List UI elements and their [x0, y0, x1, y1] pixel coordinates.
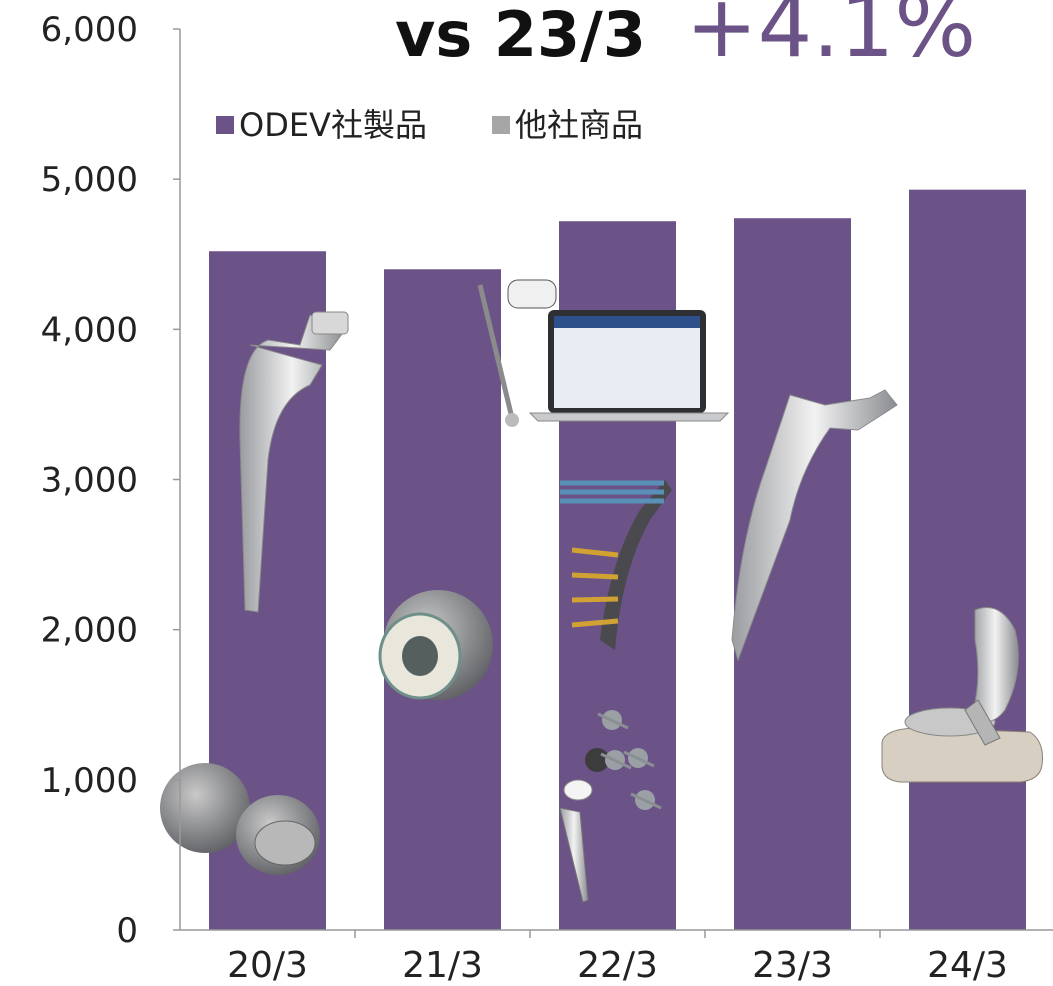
x-tick-label: 20/3 — [227, 945, 308, 986]
y-tick-label: 3,000 — [41, 461, 138, 501]
x-tick-label: 21/3 — [402, 945, 483, 986]
bar-24-3 — [909, 189, 1026, 930]
headline-change: +4.1% — [686, 0, 977, 77]
y-tick-label: 5,000 — [41, 160, 138, 200]
y-tick-label: 2,000 — [41, 611, 138, 651]
y-tick-label: 6,000 — [41, 10, 138, 50]
y-tick-label: 4,000 — [41, 310, 138, 350]
ceramic-head-image — [378, 590, 493, 700]
x-tick-label: 24/3 — [927, 945, 1008, 986]
implant-set-image — [559, 710, 662, 903]
bone-plate-screws-image — [560, 480, 672, 650]
x-tick-label: 23/3 — [752, 945, 833, 986]
acetabular-cup-image — [160, 763, 320, 875]
legend-label-odev: ODEV社製品 — [239, 106, 427, 144]
legend-swatch-odev — [216, 116, 234, 134]
femoral-stem-image — [731, 389, 898, 662]
headline-text: vs 23/3 +4.1% — [395, 0, 976, 77]
legend: ODEV社製品 他社商品 — [216, 106, 643, 144]
axes-layer: 0 1,000 2,000 3,000 4,000 5,000 6,000 20/3 21/3 2… — [41, 10, 1053, 986]
legend-swatch-other — [492, 116, 510, 134]
headline-prefix: vs 23/3 — [395, 0, 646, 71]
knee-implant-image — [881, 607, 1043, 783]
product-images-layer — [160, 279, 1043, 903]
x-tick-label: 22/3 — [577, 945, 658, 986]
y-tick-label: 0 — [116, 911, 138, 951]
legend-label-other: 他社商品 — [515, 106, 643, 144]
y-tick-label: 1,000 — [41, 761, 138, 801]
navigation-system-image — [477, 279, 730, 427]
hip-stem-image — [239, 311, 349, 613]
